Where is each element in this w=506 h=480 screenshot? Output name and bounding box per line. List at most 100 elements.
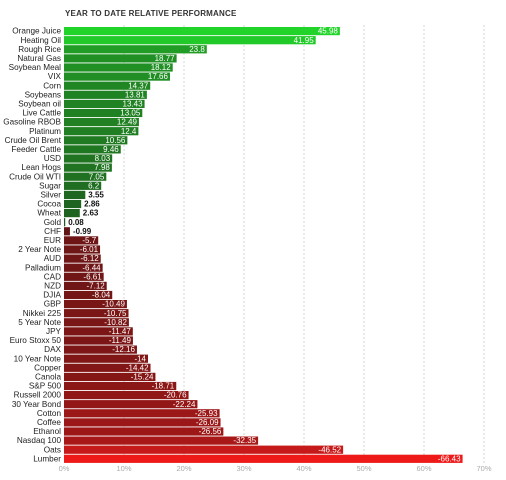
bar <box>64 363 151 372</box>
bar <box>64 445 344 454</box>
bar <box>64 218 66 227</box>
bar <box>64 318 129 327</box>
bar <box>64 309 129 318</box>
bar <box>64 300 127 309</box>
category-label: Orange Juice <box>12 27 61 36</box>
value-label: -10.82 <box>104 318 127 327</box>
category-label: Cocoa <box>37 200 61 209</box>
category-label: Nikkei 225 <box>23 309 62 318</box>
value-label: -6.61 <box>83 272 102 281</box>
bar <box>64 372 156 381</box>
chart-title: YEAR TO DATE RELATIVE PERFORMANCE <box>65 9 237 18</box>
category-label: S&P 500 <box>29 382 62 391</box>
value-label: 45.98 <box>318 27 339 36</box>
bar <box>64 118 139 127</box>
bar <box>64 409 220 418</box>
bar <box>64 190 86 199</box>
bar <box>64 354 148 363</box>
category-label: Heating Oil <box>20 36 61 45</box>
bar <box>64 418 221 427</box>
category-label: Crude Oil WTI <box>9 172 61 181</box>
value-label: 0.08 <box>68 218 84 227</box>
value-label: -7.12 <box>86 282 105 291</box>
category-label: Rough Rice <box>18 45 61 54</box>
category-label: Coffee <box>37 418 61 427</box>
value-label: 18.12 <box>151 63 172 72</box>
value-label: -11.49 <box>109 336 132 345</box>
value-label: 9.46 <box>103 145 119 154</box>
value-label: -10.75 <box>104 309 127 318</box>
category-label: EUR <box>44 236 61 245</box>
x-axis-ticks: 0% 10% 20% 30% 40% 50% 60% 70% <box>59 464 492 473</box>
bar <box>64 400 198 409</box>
category-label: 30 Year Bond <box>12 400 62 409</box>
category-label: 2 Year Note <box>18 245 61 254</box>
value-label: 41.95 <box>294 36 315 45</box>
category-label: Ethanol <box>33 427 61 436</box>
category-label: Lumber <box>33 454 61 463</box>
category-label: Feeder Cattle <box>11 145 61 154</box>
value-label: -20.76 <box>164 391 187 400</box>
value-label: 12.4 <box>121 127 137 136</box>
bar <box>64 90 147 99</box>
category-label: Palladium <box>25 263 61 272</box>
value-label: 17.66 <box>148 72 169 81</box>
bar <box>64 290 113 300</box>
category-label: CHF <box>44 227 61 236</box>
category-label: Sugar <box>39 181 61 190</box>
bar <box>64 436 259 445</box>
category-label: DJIA <box>43 291 61 300</box>
value-label: -25.93 <box>195 409 218 418</box>
bar <box>64 254 101 263</box>
bar <box>64 327 133 336</box>
bar <box>64 199 82 209</box>
value-label: -11.47 <box>109 327 132 336</box>
category-label: 10 Year Note <box>14 354 62 363</box>
bar <box>64 27 340 36</box>
value-label: -12.16 <box>112 345 135 354</box>
value-label: 12.49 <box>117 118 138 127</box>
bar <box>64 427 224 436</box>
category-label: Corn <box>43 81 61 90</box>
value-label: -14.42 <box>126 363 149 372</box>
value-label: 7.98 <box>94 163 110 172</box>
bar <box>64 263 103 272</box>
category-label: Nasdaq 100 <box>17 436 62 445</box>
value-label: 23.8 <box>189 45 205 54</box>
bar <box>64 36 316 45</box>
bar <box>64 454 463 463</box>
bar <box>64 391 189 400</box>
bar <box>64 136 128 145</box>
category-label: GBP <box>44 300 62 309</box>
category-label: Gasoline RBOB <box>3 118 61 127</box>
bar <box>64 154 113 163</box>
category-label: Soybean Meal <box>9 63 62 72</box>
category-label: CAD <box>44 272 61 281</box>
category-label: Cotton <box>37 409 62 418</box>
category-label: Natural Gas <box>17 54 61 63</box>
value-label: -18.71 <box>152 382 175 391</box>
category-label: Copper <box>34 363 61 372</box>
x-tick-label: 70% <box>476 464 491 473</box>
bar <box>64 108 143 118</box>
bar <box>64 127 139 136</box>
category-label: Gold <box>44 218 62 227</box>
bar <box>64 345 137 354</box>
bar <box>64 72 170 81</box>
x-tick-label: 20% <box>176 464 191 473</box>
value-label: -22.24 <box>173 400 196 409</box>
bar <box>64 245 101 254</box>
value-label: 13.81 <box>125 90 146 99</box>
bar <box>64 63 173 72</box>
category-label: NZD <box>44 282 61 291</box>
bar <box>64 163 112 172</box>
value-labels: 45.9841.9523.818.7718.1217.6614.3713.811… <box>68 27 461 464</box>
value-label: -26.09 <box>196 418 219 427</box>
bar <box>64 181 102 190</box>
value-label: 14.37 <box>128 81 149 90</box>
value-label: 13.43 <box>123 100 144 109</box>
category-label: Oats <box>44 445 61 454</box>
value-label: -15.24 <box>131 373 154 382</box>
value-label: -6.12 <box>80 254 99 263</box>
